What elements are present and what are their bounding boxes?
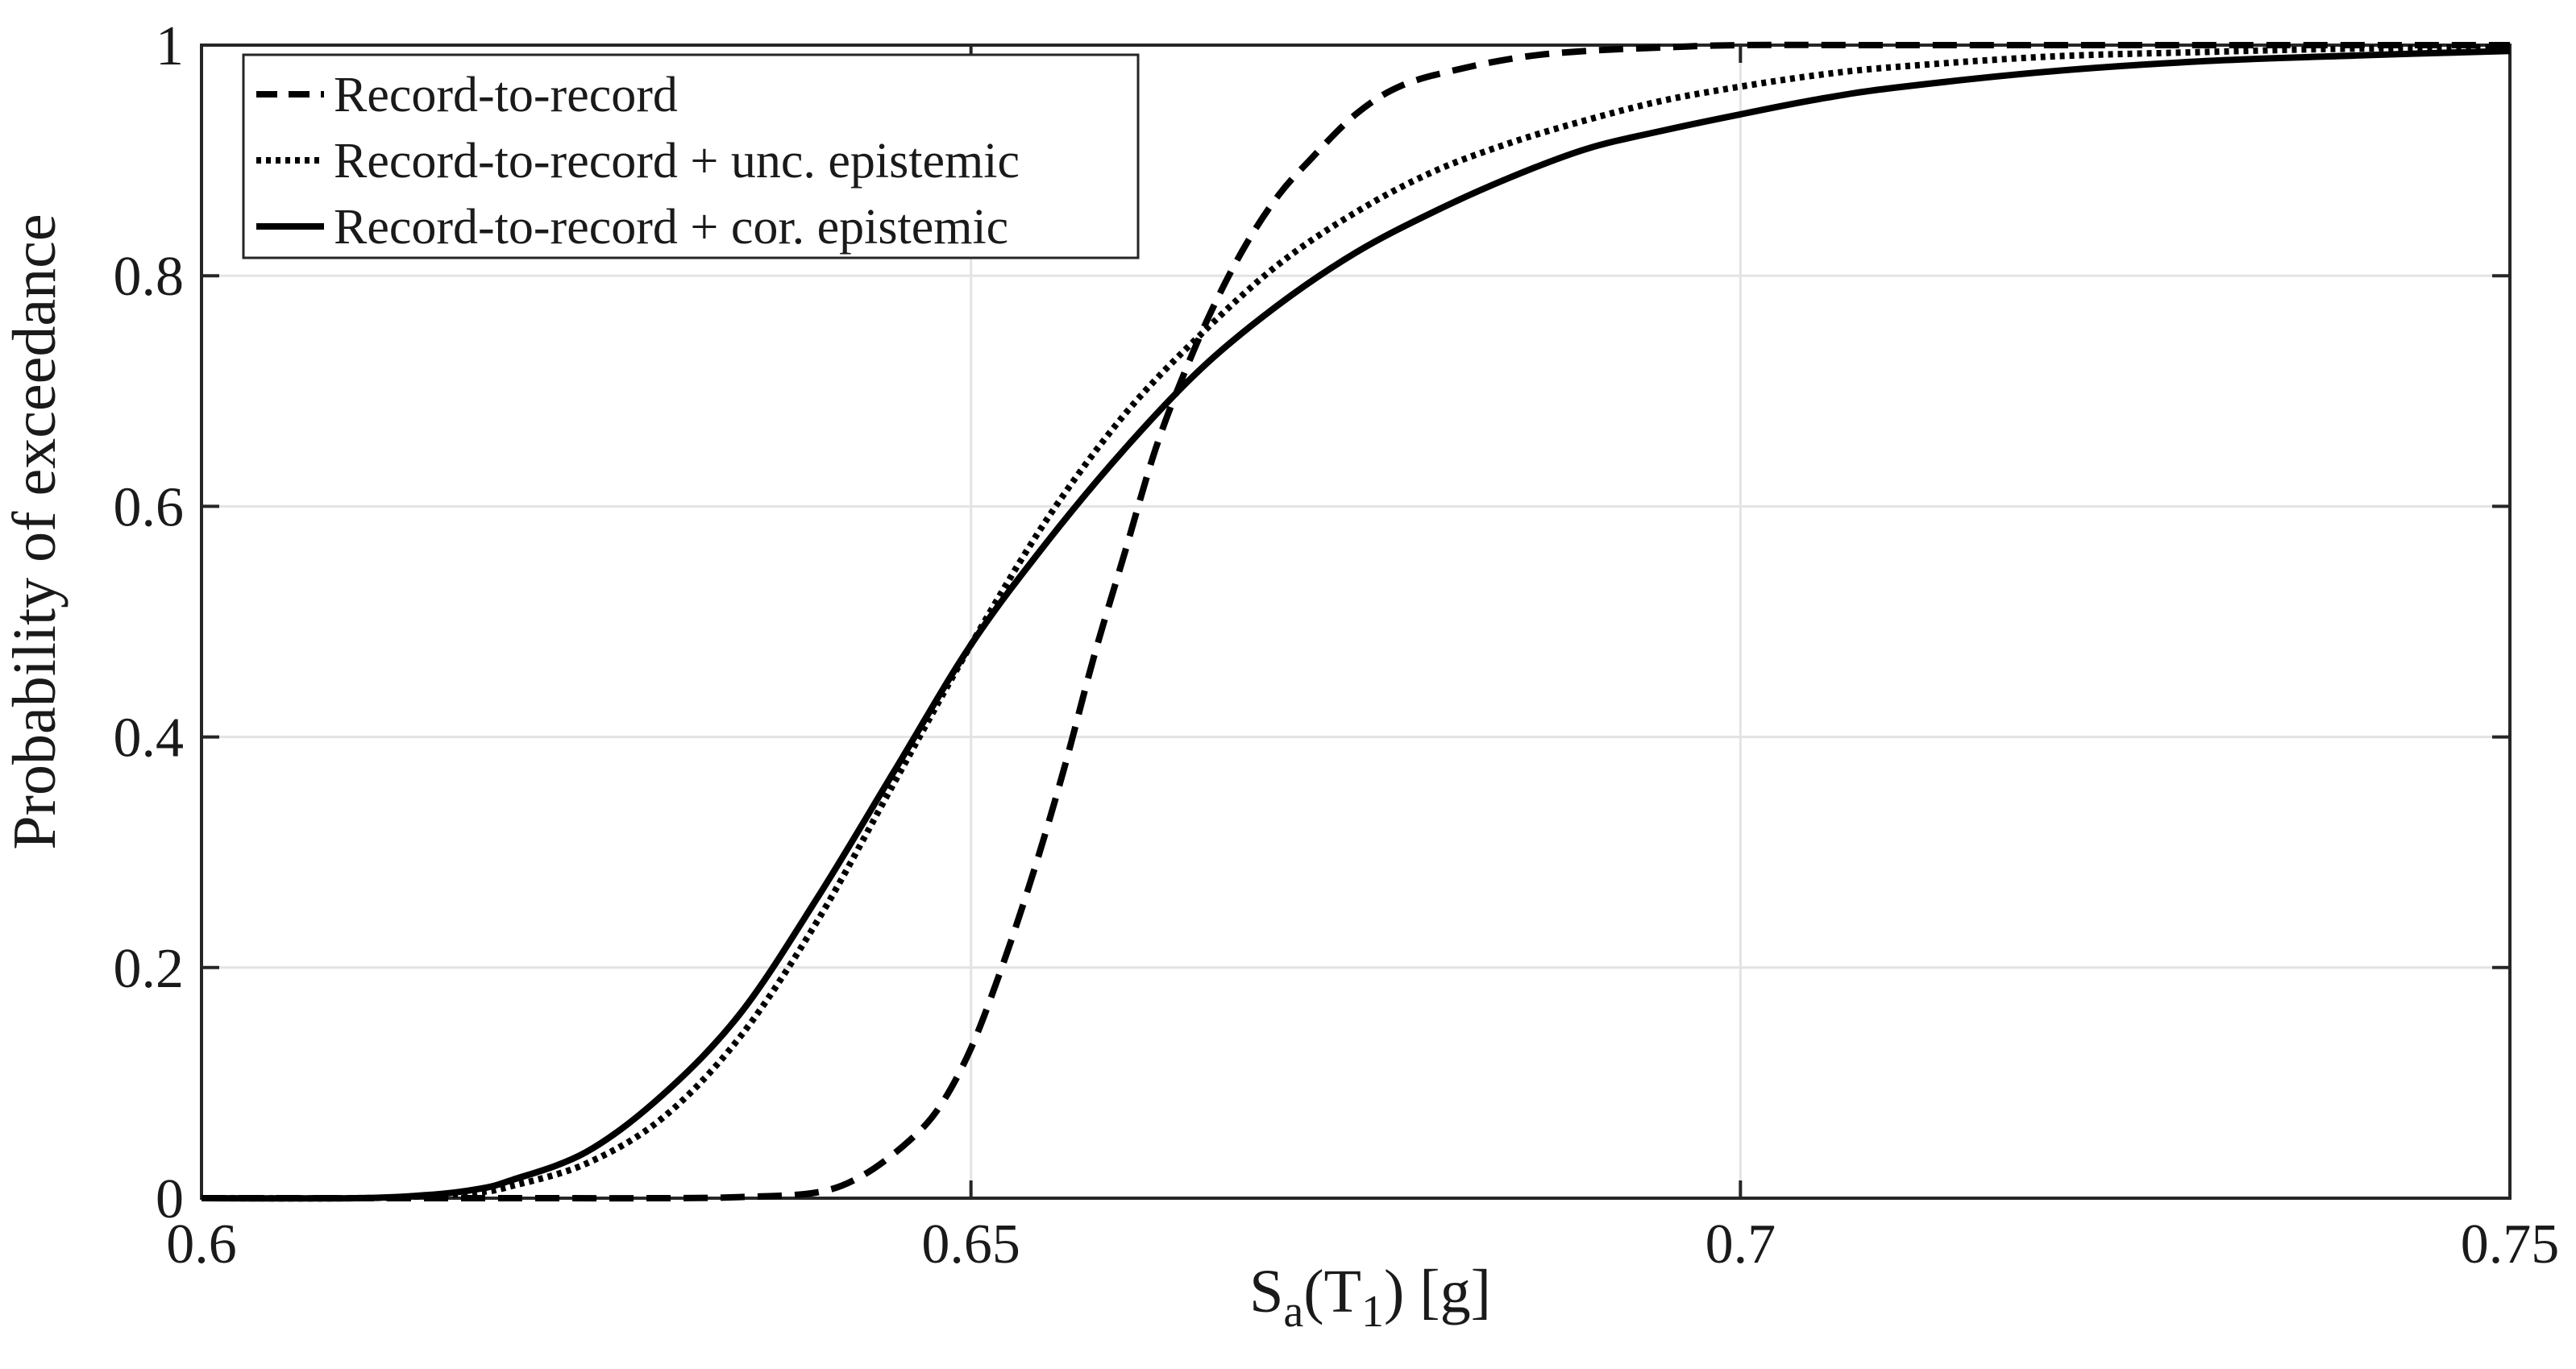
y-axis-label: Probability of exceedance — [1, 214, 69, 849]
x-axis-label-subscript-1: 1 — [1361, 1287, 1384, 1337]
x-axis-label-unit: ) [g] — [1384, 1258, 1491, 1325]
legend-label-cor-epistemic: Record-to-record + cor. epistemic — [334, 200, 1008, 255]
x-axis-label-open: (T — [1303, 1258, 1361, 1325]
legend-label-record-to-record: Record-to-record — [334, 68, 678, 122]
x-axis-label-subscript-a: a — [1283, 1287, 1303, 1337]
x-tick-label: 0.7 — [1706, 1213, 1776, 1276]
y-tick-label: 0.8 — [114, 246, 185, 308]
y-tick-label: 0 — [156, 1168, 184, 1230]
x-tick-label: 0.75 — [2461, 1213, 2560, 1276]
y-tick-label: 0.4 — [114, 707, 185, 770]
legend: Record-to-record Record-to-record + unc.… — [242, 53, 1140, 259]
y-tick-label: 0.2 — [114, 938, 185, 1000]
series-line-dotted — [201, 44, 2511, 1202]
y-tick-label: 1 — [156, 15, 184, 77]
plot-frame — [200, 44, 2512, 1200]
x-tick-label: 0.6 — [166, 1213, 237, 1276]
series-lines — [201, 41, 2511, 1202]
y-tick-label: 0.6 — [114, 476, 185, 538]
series-line-solid — [201, 48, 2511, 1202]
x-axis-label-symbol: S — [1249, 1258, 1283, 1325]
legend-box — [242, 53, 1140, 259]
x-axis-label: Sa(T1) [g] — [1249, 1258, 1491, 1337]
x-tick-label: 0.65 — [921, 1213, 1020, 1276]
series-line-dashed — [202, 41, 2510, 1202]
legend-label-unc-epistemic: Record-to-record + unc. epistemic — [334, 134, 1020, 189]
axis-ticks: 0.6 0.65 0.7 0.75 0 0.2 0.4 0.6 0.8 1 — [114, 15, 2560, 1276]
